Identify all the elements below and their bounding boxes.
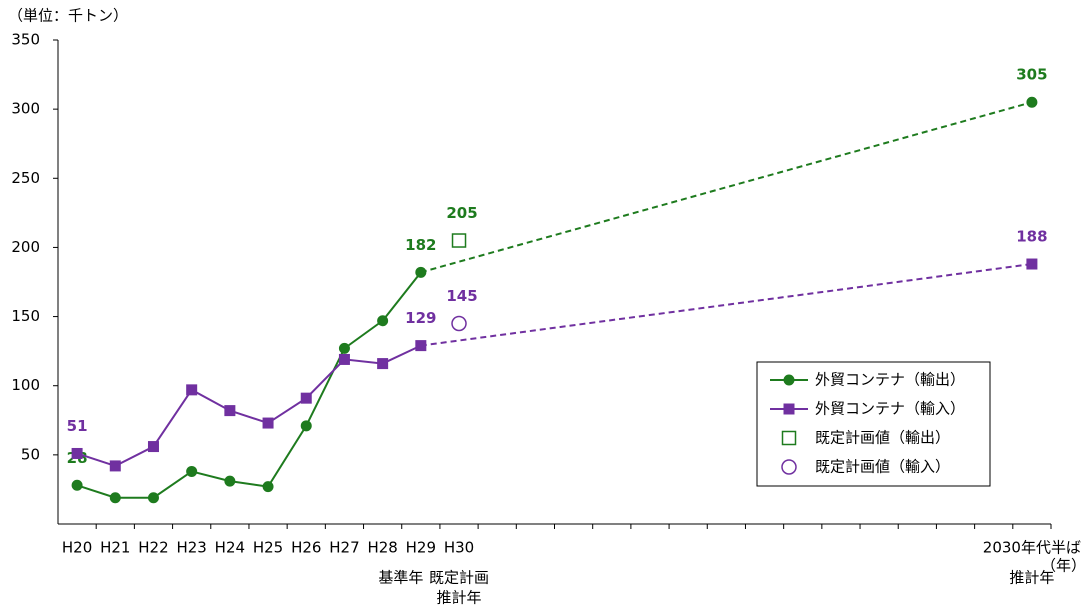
x-tick-note: 既定計画 (429, 569, 489, 587)
point (224, 475, 236, 487)
legend-label: 既定計画値（輸入） (815, 458, 950, 476)
y-tick-label: 200 (11, 238, 40, 256)
legend-marker (781, 430, 797, 446)
point (338, 342, 350, 354)
x-tick-label: H25 (253, 539, 283, 557)
point (1026, 96, 1038, 108)
point (1026, 258, 1038, 270)
x-tick-label: H26 (291, 539, 321, 557)
x-tick-label: H22 (138, 539, 168, 557)
point (71, 447, 83, 459)
y-tick-label: 50 (21, 445, 40, 463)
point (377, 358, 389, 370)
projection-line (420, 101, 1033, 274)
x-tick-label: H29 (406, 539, 436, 557)
projection-line (420, 263, 1033, 347)
point (147, 441, 159, 453)
y-tick-label: 150 (11, 307, 40, 325)
point (377, 315, 389, 327)
point (262, 417, 274, 429)
data-label: 205 (446, 204, 477, 222)
point (415, 266, 427, 278)
x-tick-note: 推計年 (1009, 569, 1054, 587)
legend-marker (781, 459, 797, 475)
legend-marker (783, 374, 795, 386)
point (415, 340, 427, 352)
data-label: 188 (1016, 228, 1047, 246)
x-tick-label: 2030年代半ば (983, 539, 1081, 557)
y-tick-label: 300 (11, 100, 40, 118)
y-tick-label: 100 (11, 376, 40, 394)
legend-label: 外貿コンテナ（輸出） (815, 371, 965, 389)
y-tick-label: 250 (11, 169, 40, 187)
data-label: 129 (405, 309, 436, 327)
x-tick-label: H27 (329, 539, 359, 557)
point (109, 492, 121, 504)
x-tick-label: H30 (444, 539, 474, 557)
x-tick-note: 基準年 (378, 569, 423, 587)
data-label: 305 (1016, 66, 1047, 84)
x-tick-label: H20 (62, 539, 92, 557)
point (300, 420, 312, 432)
point (451, 315, 467, 332)
data-label: 182 (405, 236, 436, 254)
point (300, 392, 312, 404)
y-axis-label: （単位：千トン） (8, 7, 128, 25)
x-tick-label: H21 (100, 539, 130, 557)
point (224, 405, 236, 417)
point (71, 479, 83, 491)
x-axis-label: （年） (1041, 557, 1086, 575)
y-tick-label: 350 (11, 31, 40, 49)
series-line (76, 344, 422, 467)
legend-label: 既定計画値（輸出） (815, 429, 950, 447)
x-tick-label: H28 (367, 539, 397, 557)
data-label: 145 (446, 287, 477, 305)
x-tick-label: H24 (215, 539, 245, 557)
point (186, 384, 198, 396)
legend-label: 外貿コンテナ（輸入） (815, 400, 965, 418)
x-tick-label: H23 (176, 539, 206, 557)
point (338, 353, 350, 365)
point (451, 233, 467, 248)
x-tick-note: 推計年 (437, 589, 482, 607)
data-label: 51 (67, 417, 88, 435)
point (109, 460, 121, 472)
series-line (76, 271, 422, 499)
point (262, 481, 274, 493)
legend-marker (783, 403, 795, 415)
point (186, 465, 198, 477)
point (147, 492, 159, 504)
